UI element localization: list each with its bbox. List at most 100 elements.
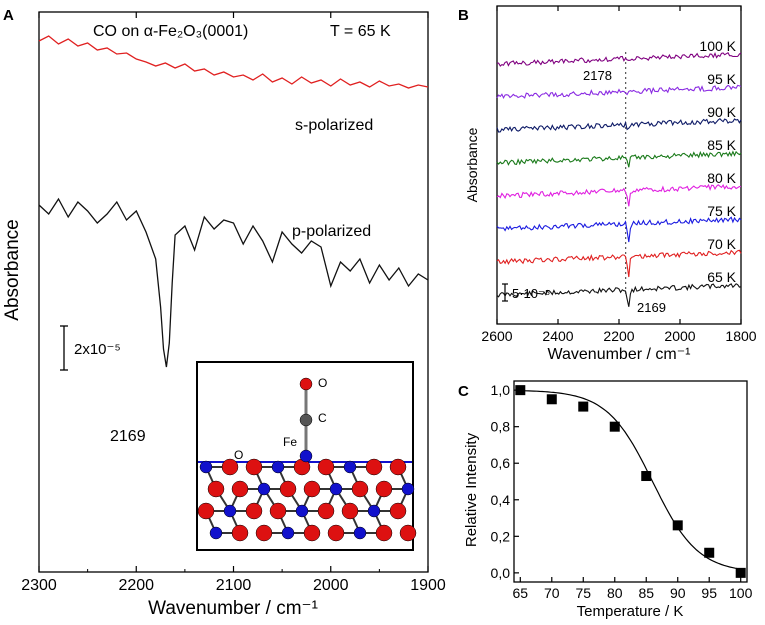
legend-label-95K: 95 K (707, 71, 736, 87)
x-tick-label-b: 1800 (725, 328, 756, 344)
panel-a-title: CO on α-Fe₂O₃(0001) (93, 23, 248, 40)
inset-o-atom (221, 458, 239, 476)
inset-o-atom (231, 524, 249, 542)
inset-fe-atom (367, 504, 381, 518)
x-tick-label-c: 80 (607, 585, 623, 601)
x-tick-label-a: 2300 (21, 577, 57, 594)
data-point (704, 547, 715, 558)
x-tick-label-b: 2400 (542, 328, 573, 344)
series-label-p-polarized: p-polarized (292, 223, 371, 240)
inset-label-c: C (318, 411, 327, 425)
legend-label-65K: 65 K (707, 269, 736, 285)
y-tick-label-c: 0,0 (491, 565, 511, 581)
inset-fe-atom (343, 460, 357, 474)
inset-o-atom (207, 480, 225, 498)
data-point (641, 471, 652, 482)
panel-c-y-label: Relative Intensity (463, 432, 480, 547)
peak-label-2169-a: 2169 (110, 428, 146, 445)
inset-o-atom (399, 524, 417, 542)
inset-o-atom (389, 502, 407, 520)
series-s-polarized (38, 35, 429, 89)
inset-o-atom (245, 458, 263, 476)
y-tick-label-c: 1,0 (491, 382, 511, 398)
series-65K (496, 283, 742, 307)
inset-o-atom (317, 502, 335, 520)
inset-o-atom (317, 458, 335, 476)
data-point (735, 567, 746, 578)
fit-curve (520, 390, 741, 570)
inset-o-atom (351, 480, 369, 498)
inset-o-atom (279, 480, 297, 498)
legend-label-80K: 80 K (707, 170, 736, 186)
panel-c-axes: 65 70 75 80 85 90 95 100 0,0 0,2 0,4 0,6 0,8 1,0 (491, 382, 753, 601)
inset-fe-atom (271, 460, 285, 474)
x-tick-label-b: 2600 (481, 328, 512, 344)
data-point (546, 394, 557, 405)
series-90K (496, 117, 742, 133)
scale-bar-a: 2x10⁻⁵ (60, 325, 121, 371)
inset-o-top-atom (299, 377, 313, 391)
panel-a-temperature-label: T = 65 K (330, 23, 391, 40)
inset-o-atom (389, 458, 407, 476)
inset-o-atom (269, 502, 287, 520)
series-85K (496, 150, 742, 168)
inset-o-atom (375, 480, 393, 498)
x-tick-label-a: 2200 (118, 577, 154, 594)
panel-c-plot-area (515, 385, 746, 578)
inset-label-o-top: O (318, 376, 327, 390)
x-tick-label-c: 85 (638, 585, 654, 601)
inset-o-atom (245, 502, 263, 520)
annotation-2169-b: 2169 (637, 300, 666, 315)
x-tick-label-c: 100 (729, 585, 753, 601)
x-tick-label-c: 65 (513, 585, 529, 601)
inset-o-atom (341, 502, 359, 520)
x-tick-label-c: 70 (544, 585, 560, 601)
inset-fe-atom (353, 526, 367, 540)
annotation-2178: 2178 (583, 68, 612, 83)
inset-fe-atom (401, 482, 415, 496)
panel-label-b: B (458, 7, 469, 24)
scale-bar-b: 5·10⁻⁵ (502, 283, 550, 302)
inset-fe-atom (199, 460, 213, 474)
legend-label-100K: 100 K (699, 38, 736, 54)
inset-o-atom (197, 502, 215, 520)
panel-c: C 65 70 75 80 85 90 95 100 0,0 0,2 0,4 0,6 0,8 1,0 Re… (458, 380, 753, 620)
x-tick-label-a: 2000 (313, 577, 349, 594)
legend-label-75K: 75 K (707, 203, 736, 219)
x-tick-label-b: 2000 (664, 328, 695, 344)
legend-label-90K: 90 K (707, 104, 736, 120)
scale-bar-b-label: 5·10⁻⁵ (512, 286, 550, 301)
panel-b: B 2600 2400 2200 2000 1800 65 K 70 K 75 K 80 K 8… (458, 5, 757, 363)
data-point (609, 421, 620, 432)
inset-fe-atom (281, 526, 295, 540)
inset-label-fe: Fe (283, 435, 297, 449)
panel-label-a: A (3, 7, 14, 24)
panel-label-c: C (458, 383, 469, 400)
inset-o-atom (327, 524, 345, 542)
inset-fe-atom (209, 526, 223, 540)
panel-b-x-axis: 2600 2400 2200 2000 1800 (481, 6, 757, 344)
data-point (515, 385, 526, 396)
inset-atoms-group (197, 458, 417, 542)
inset-o-atom (303, 524, 321, 542)
x-tick-label-c: 90 (670, 585, 686, 601)
x-tick-label-b: 2200 (603, 328, 634, 344)
inset-fe-atom (257, 482, 271, 496)
series-p-polarized (38, 197, 429, 368)
panel-a-y-label: Absorbance (2, 219, 23, 320)
x-tick-label-a: 2100 (216, 577, 252, 594)
panel-c-frame (513, 380, 748, 583)
x-tick-label-a: 1900 (410, 577, 446, 594)
panel-b-plot-area: 65 K 70 K 75 K 80 K 85 K 90 K 95 K 100 K (496, 38, 742, 307)
scale-bar-a-label: 2x10⁻⁵ (74, 341, 121, 358)
panel-c-x-label: Temperature / K (577, 603, 684, 620)
data-point (578, 401, 589, 412)
inset-c-atom (299, 413, 313, 427)
inset-o-atom (365, 458, 383, 476)
y-tick-label-c: 0,2 (491, 528, 511, 544)
inset-o-atom (375, 524, 393, 542)
y-tick-label-c: 0,8 (491, 419, 511, 435)
y-tick-label-c: 0,4 (491, 492, 511, 508)
y-tick-label-c: 0,6 (491, 455, 511, 471)
